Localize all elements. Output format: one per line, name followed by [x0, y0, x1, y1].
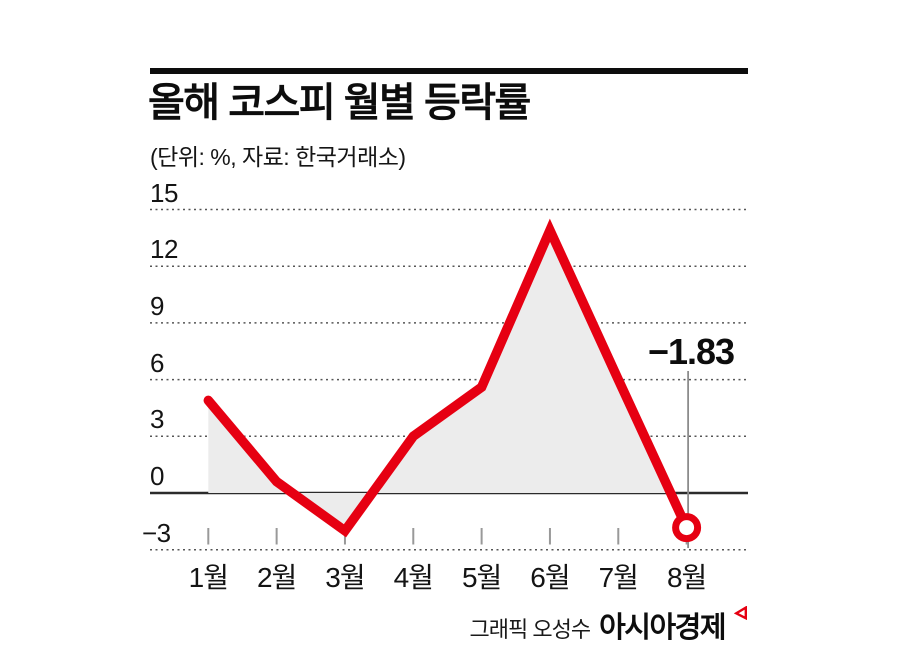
x-tick-label-6: 6월 [530, 562, 570, 593]
y-tick-label--3: −3 [142, 517, 171, 548]
chart-subtitle: (단위: %, 자료: 한국거래소) [150, 144, 406, 170]
x-tick-label-8: 8월 [666, 562, 707, 593]
y-tick-label-6: 6 [150, 347, 164, 378]
graphic-byline: 그래픽 오성수 [469, 617, 592, 642]
y-tick-label-15: 15 [150, 177, 178, 208]
area-fill [208, 230, 671, 531]
x-tick-label-2: 2월 [256, 562, 297, 593]
kospi-line-series [203, 218, 692, 538]
y-tick-label-12: 12 [150, 234, 178, 265]
brand-logo-icon [734, 606, 748, 620]
x-tick-label-5: 5월 [461, 562, 502, 593]
last-value-label: −1.83 [647, 331, 735, 372]
header-rule [150, 68, 748, 74]
x-tick-label-7: 7월 [598, 562, 639, 593]
x-tick-label-3: 3월 [325, 562, 365, 593]
last-point-marker [672, 513, 702, 543]
credit-line: 그래픽 오성수 아시아경제 [470, 604, 748, 646]
chart-title: 올해 코스피 월별 등락률 [148, 81, 531, 125]
y-tick-label-9: 9 [150, 290, 164, 321]
y-tick-label-0: 0 [150, 461, 164, 491]
brand-name: 아시아경제 [599, 612, 726, 644]
x-tick-label-4: 4월 [393, 562, 434, 593]
x-tick-label-1: 1월 [188, 562, 229, 593]
y-tick-label-3: 3 [150, 404, 164, 435]
